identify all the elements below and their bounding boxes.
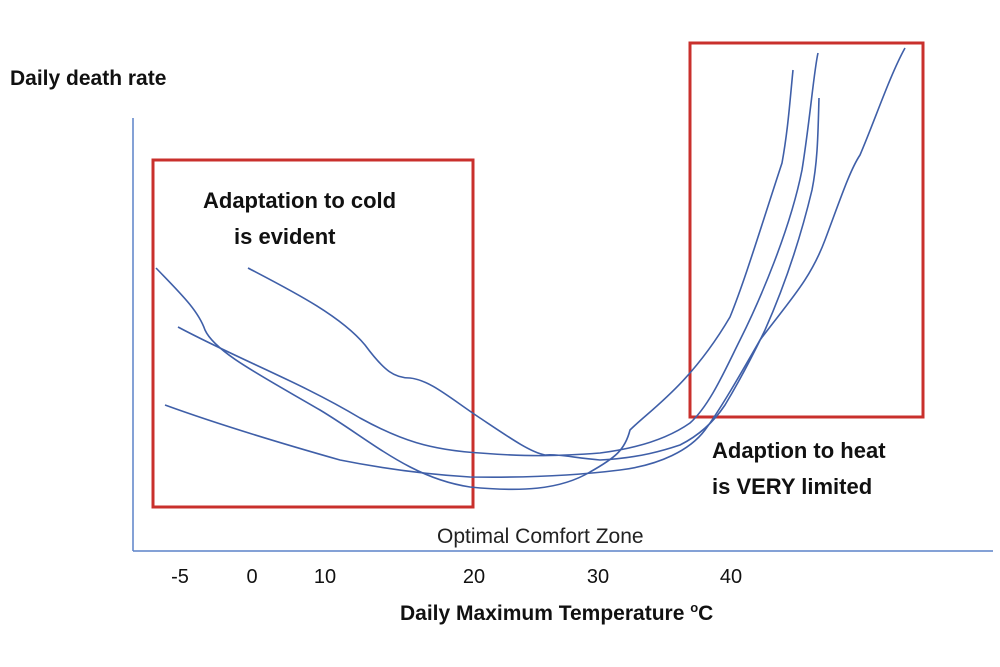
- mortality-curve-1: [155, 69, 794, 491]
- y-axis-label: Daily death rate: [10, 67, 167, 90]
- heat-adaptation-annotation: Adaption to heat is VERY limited: [712, 433, 886, 505]
- degree-sup: o: [690, 600, 699, 615]
- x-axis-label-text: Daily Maximum Temperature: [400, 602, 685, 625]
- x-tick-label: 0: [246, 566, 258, 588]
- x-tick-label: 20: [462, 566, 486, 588]
- comfort-zone-label: Optimal Comfort Zone: [437, 525, 644, 548]
- heat-adaptation-box: [688, 41, 925, 419]
- x-axis-label: Daily Maximum Temperature oC: [400, 600, 713, 626]
- cold-adaptation-box: [151, 158, 475, 509]
- x-tick-label: 30: [586, 566, 610, 588]
- x-tick-label: 10: [313, 566, 337, 588]
- heat-annotation-line1: Adaption to heat: [712, 438, 886, 463]
- x-axis-unit: C: [698, 602, 714, 625]
- cold-adaptation-annotation: Adaptation to cold is evident: [203, 183, 396, 255]
- x-tick-label: 40: [719, 566, 743, 588]
- mortality-curve-4: [164, 47, 906, 478]
- x-tick-label: -5: [171, 566, 189, 588]
- mortality-curve-2: [177, 52, 819, 457]
- cold-annotation-line2: is evident: [234, 224, 336, 249]
- heat-annotation-line2: is VERY limited: [712, 474, 873, 499]
- mortality-curve-3: [247, 97, 820, 461]
- cold-annotation-line1: Adaptation to cold: [203, 188, 397, 213]
